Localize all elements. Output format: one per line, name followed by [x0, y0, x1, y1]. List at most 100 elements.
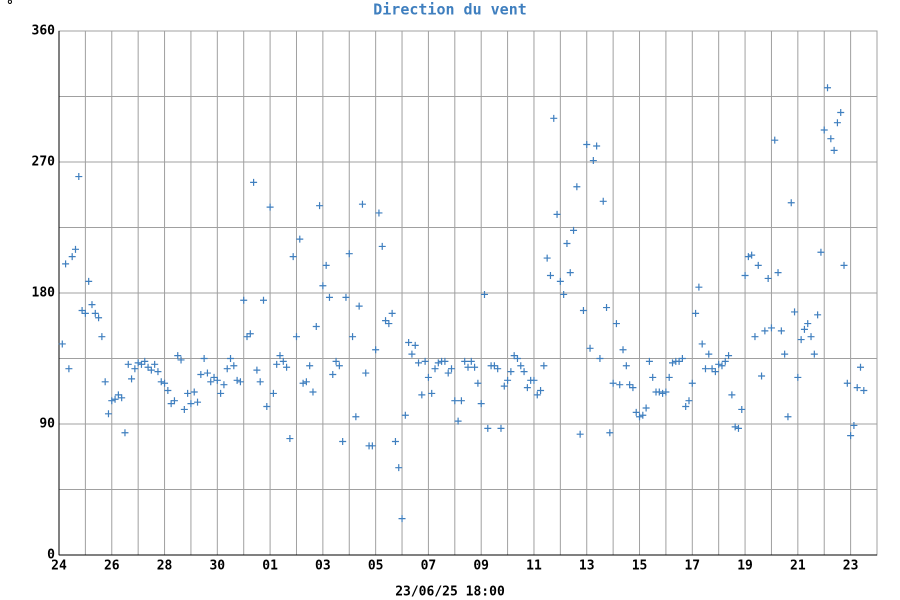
- point: [418, 391, 426, 399]
- point: [744, 253, 752, 261]
- point: [147, 366, 155, 374]
- point: [609, 379, 617, 387]
- point: [612, 320, 620, 328]
- point: [286, 435, 294, 443]
- x-tick-label: 19: [737, 559, 753, 574]
- point: [655, 388, 663, 396]
- point: [250, 178, 258, 186]
- point: [533, 391, 541, 399]
- point: [421, 357, 429, 365]
- point: [220, 381, 228, 389]
- point: [797, 336, 805, 344]
- point: [751, 333, 759, 341]
- point: [227, 355, 235, 362]
- point: [639, 411, 647, 419]
- point: [794, 373, 802, 381]
- point: [530, 376, 538, 384]
- point: [230, 362, 238, 370]
- y-tick-label: 0: [47, 548, 55, 563]
- x-tick-label: 24: [51, 559, 67, 574]
- point: [91, 309, 99, 317]
- point: [444, 369, 452, 377]
- point: [517, 362, 525, 370]
- point: [184, 389, 192, 397]
- point: [596, 355, 604, 362]
- point: [705, 350, 713, 358]
- point: [415, 359, 423, 367]
- x-tick-label: 30: [209, 559, 225, 574]
- point: [283, 363, 291, 371]
- point: [58, 340, 66, 348]
- point: [576, 430, 584, 438]
- y-tick-label: 180: [32, 286, 56, 301]
- point: [791, 308, 799, 316]
- y-tick-label: 360: [32, 24, 56, 39]
- point: [715, 360, 723, 368]
- point: [180, 405, 188, 413]
- point: [807, 333, 815, 341]
- point: [398, 515, 406, 523]
- point: [840, 261, 848, 269]
- point: [65, 365, 73, 373]
- point: [312, 322, 320, 330]
- point: [629, 384, 637, 392]
- point: [253, 366, 261, 374]
- point: [507, 368, 515, 376]
- point: [451, 397, 459, 405]
- point: [71, 245, 79, 253]
- point: [101, 378, 109, 386]
- point: [405, 338, 413, 346]
- point: [95, 314, 103, 322]
- point: [860, 387, 868, 395]
- point: [711, 368, 719, 376]
- point: [302, 378, 310, 386]
- point: [500, 382, 508, 390]
- point: [850, 421, 858, 429]
- point: [424, 373, 432, 381]
- point: [520, 368, 528, 376]
- point: [194, 398, 202, 406]
- point: [504, 376, 512, 384]
- point: [695, 283, 703, 291]
- point: [781, 350, 789, 358]
- point: [362, 369, 370, 377]
- point: [223, 365, 231, 373]
- point: [276, 352, 284, 360]
- point: [236, 378, 244, 386]
- point: [513, 355, 521, 362]
- point: [170, 397, 178, 405]
- x-tick-label: 15: [632, 559, 648, 574]
- x-tick-label: 28: [157, 559, 173, 574]
- point: [335, 362, 343, 370]
- point: [411, 341, 419, 349]
- point: [669, 359, 676, 367]
- point: [540, 362, 548, 370]
- point: [319, 282, 327, 290]
- point: [448, 365, 456, 373]
- point: [480, 290, 488, 298]
- point: [728, 391, 736, 399]
- point: [771, 136, 779, 144]
- point: [546, 272, 554, 280]
- marks: [58, 84, 868, 523]
- point: [104, 410, 112, 418]
- point: [764, 274, 772, 282]
- point: [233, 376, 241, 384]
- point: [332, 357, 340, 365]
- point: [817, 248, 825, 256]
- y-tick-label: 90: [39, 417, 55, 432]
- point: [497, 424, 505, 432]
- x-tick-label: 11: [526, 559, 542, 574]
- point: [616, 381, 624, 389]
- point: [665, 373, 673, 381]
- point: [467, 357, 475, 365]
- point: [408, 350, 416, 358]
- point: [837, 109, 845, 117]
- point: [477, 400, 485, 408]
- point: [289, 253, 297, 261]
- point: [329, 371, 337, 379]
- point: [570, 226, 578, 234]
- point: [853, 384, 861, 392]
- point: [636, 413, 644, 421]
